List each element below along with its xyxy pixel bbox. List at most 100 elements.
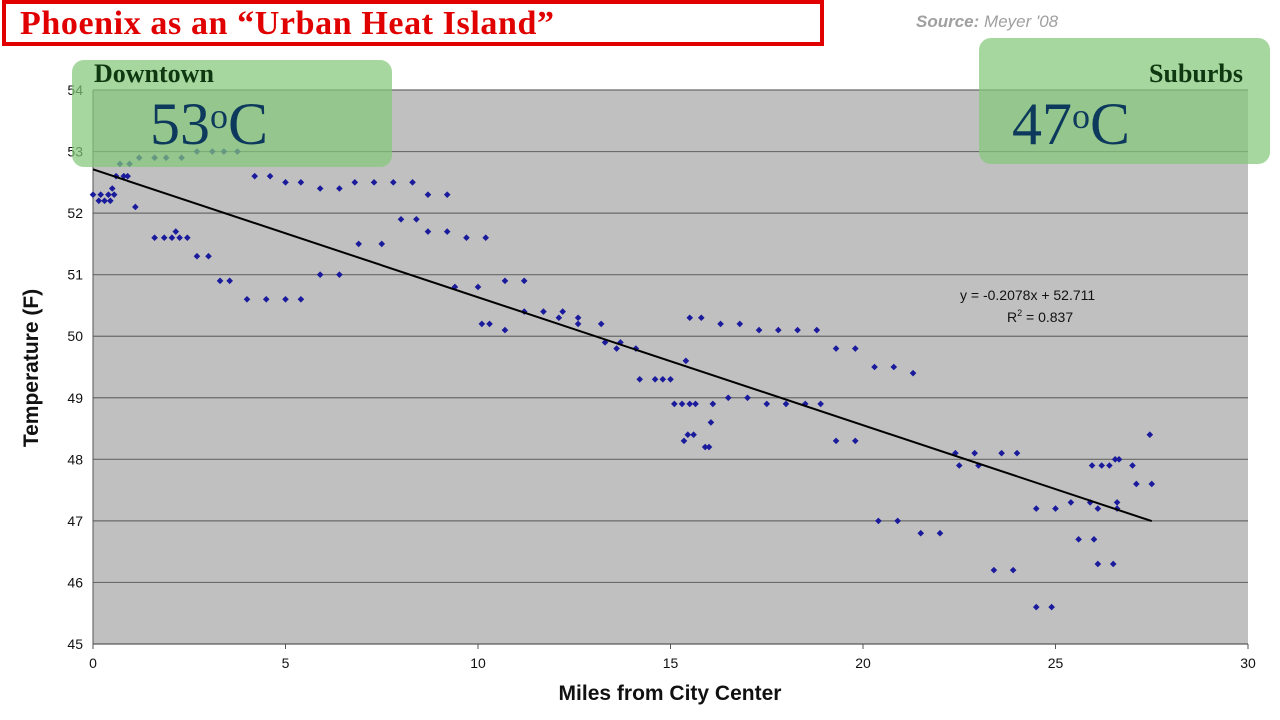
data-point [1109, 560, 1117, 568]
y-tick-52: 52 [67, 205, 83, 221]
x-tick-15: 15 [663, 655, 679, 671]
data-point [671, 400, 678, 408]
y-tick-labels: 45464748495051525354 [67, 82, 83, 652]
suburbs-temp-unit: C [1090, 91, 1131, 157]
data-point [176, 234, 183, 242]
suburbs-temperature: 47oC [1012, 94, 1130, 154]
data-point [1111, 456, 1119, 463]
data-point [370, 179, 378, 186]
data-point [95, 197, 103, 205]
suburbs-badge: Suburbs 47oC [979, 38, 1270, 164]
x-tick-5: 5 [282, 655, 290, 671]
data-point [351, 179, 359, 186]
title-banner: Phoenix as an “Urban Heat Island” [2, 0, 824, 46]
data-point [852, 345, 859, 352]
data-point [1148, 480, 1156, 488]
source-value: Meyer '08 [984, 12, 1059, 31]
data-point [501, 277, 509, 285]
source-label: Source: [916, 12, 980, 31]
data-point [852, 437, 859, 445]
data-point [390, 179, 397, 186]
source-note: Source: Meyer '08 [916, 12, 1058, 32]
data-point [909, 369, 917, 377]
data-point [990, 566, 998, 574]
data-point [168, 234, 176, 242]
data-point [871, 363, 878, 371]
data-point [875, 517, 882, 525]
downtown-temperature: 53oC [150, 94, 268, 154]
data-point [1088, 462, 1096, 469]
data-point [443, 228, 451, 235]
data-point [692, 400, 699, 408]
data-point [193, 252, 201, 260]
plot-area [93, 90, 1248, 644]
data-point [659, 376, 667, 383]
y-tick-50: 50 [67, 328, 83, 344]
data-point [709, 400, 717, 408]
data-point [1129, 462, 1136, 469]
data-point [574, 320, 582, 328]
data-point [1133, 480, 1140, 488]
data-point [1052, 505, 1059, 512]
data-point [1013, 449, 1021, 457]
data-point [397, 215, 405, 223]
data-point [690, 431, 697, 439]
data-point [1098, 462, 1105, 469]
data-point [782, 400, 790, 408]
data-point [917, 529, 925, 537]
data-point [952, 449, 959, 457]
data-point [482, 234, 489, 242]
data-point [282, 179, 289, 186]
data-point [890, 363, 898, 371]
data-point [424, 228, 432, 235]
x-tick-30: 30 [1240, 655, 1256, 671]
data-point [1094, 560, 1102, 568]
data-point [667, 376, 674, 383]
data-point [813, 326, 821, 334]
data-point [172, 228, 180, 235]
data-point [124, 172, 131, 180]
data-point [998, 449, 1005, 457]
data-point [108, 185, 116, 192]
data-point [413, 215, 420, 223]
y-tick-45: 45 [67, 636, 83, 652]
data-point [975, 462, 982, 469]
data-point [184, 234, 191, 242]
r2-value: = 0.837 [1022, 309, 1073, 325]
y-tick-49: 49 [67, 390, 83, 406]
data-point [540, 308, 547, 315]
data-point [686, 314, 694, 322]
data-point [1009, 566, 1017, 574]
data-point [474, 283, 482, 291]
data-point [597, 320, 605, 328]
data-point [262, 295, 270, 303]
data-point [651, 376, 659, 383]
data-point [443, 191, 451, 198]
data-point [378, 240, 386, 248]
y-tick-51: 51 [67, 267, 83, 283]
data-point [110, 191, 118, 198]
data-point [1094, 505, 1102, 512]
data-points [89, 148, 1156, 611]
data-point [817, 400, 824, 408]
data-point [1115, 456, 1123, 463]
data-point [336, 185, 343, 192]
page-title: Phoenix as an “Urban Heat Island” [20, 5, 555, 42]
data-point [894, 517, 901, 525]
data-point [478, 320, 486, 328]
data-point [555, 314, 563, 322]
downtown-temp-number: 53 [150, 91, 210, 157]
data-point [297, 179, 305, 186]
data-point [736, 320, 744, 328]
data-point [1075, 536, 1082, 543]
data-point [1090, 536, 1098, 543]
data-point [680, 437, 688, 445]
x-tick-labels: 0 5 10 15 20 25 30 [89, 644, 1256, 671]
data-point [832, 345, 840, 352]
data-point [97, 191, 104, 198]
data-point [684, 431, 692, 439]
data-point [89, 191, 97, 198]
data-point [1106, 462, 1113, 469]
data-point [486, 320, 493, 328]
